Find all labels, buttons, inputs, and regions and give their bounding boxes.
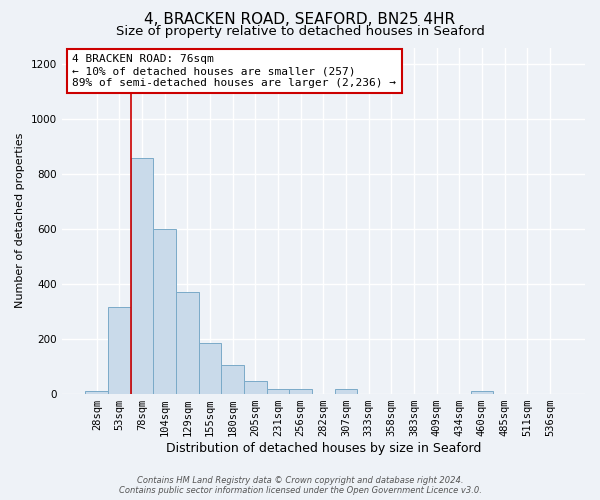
Bar xyxy=(266,388,289,394)
Bar xyxy=(470,392,493,394)
Bar xyxy=(335,388,358,394)
X-axis label: Distribution of detached houses by size in Seaford: Distribution of detached houses by size … xyxy=(166,442,481,455)
Bar xyxy=(244,381,266,394)
Bar xyxy=(221,365,244,394)
Text: 4, BRACKEN ROAD, SEAFORD, BN25 4HR: 4, BRACKEN ROAD, SEAFORD, BN25 4HR xyxy=(145,12,455,28)
Bar xyxy=(199,343,221,394)
Bar xyxy=(154,229,176,394)
Text: Contains HM Land Registry data © Crown copyright and database right 2024.
Contai: Contains HM Land Registry data © Crown c… xyxy=(119,476,481,495)
Bar xyxy=(289,388,312,394)
Bar xyxy=(131,158,154,394)
Bar xyxy=(108,308,131,394)
Bar xyxy=(85,392,108,394)
Text: Size of property relative to detached houses in Seaford: Size of property relative to detached ho… xyxy=(116,25,484,38)
Text: 4 BRACKEN ROAD: 76sqm
← 10% of detached houses are smaller (257)
89% of semi-det: 4 BRACKEN ROAD: 76sqm ← 10% of detached … xyxy=(72,54,396,88)
Y-axis label: Number of detached properties: Number of detached properties xyxy=(15,133,25,308)
Bar xyxy=(176,292,199,394)
